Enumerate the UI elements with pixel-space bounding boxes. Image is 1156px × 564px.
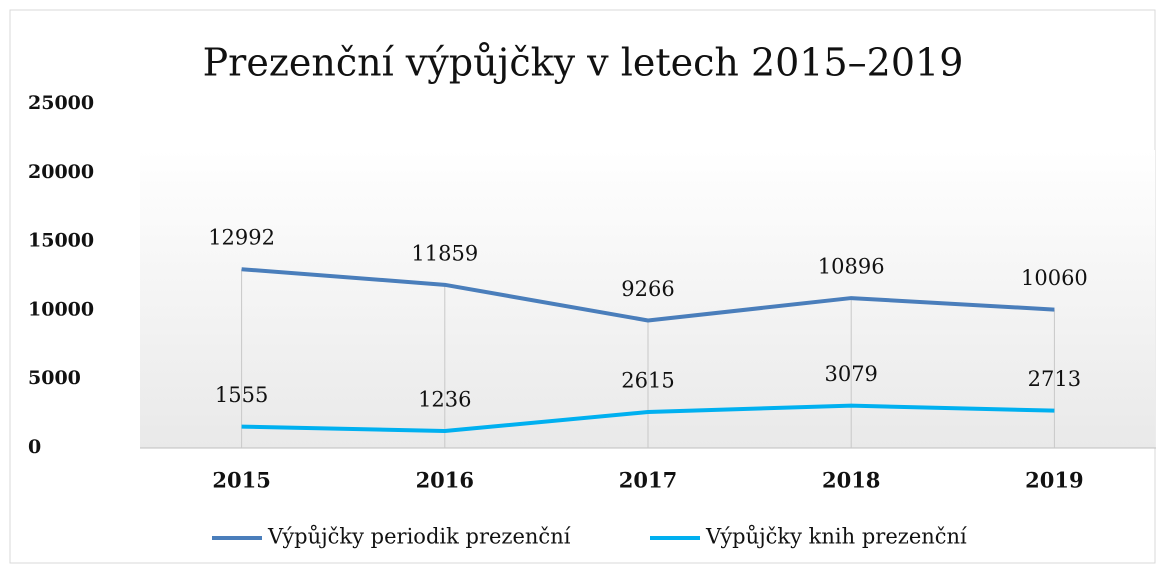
y-tick-label: 20000 [28,161,94,183]
y-tick-label: 25000 [28,92,94,114]
x-tick-label: 2017 [619,468,677,493]
y-tick-label: 0 [28,436,41,458]
data-label: 3079 [824,362,877,386]
y-tick-label: 15000 [28,230,94,252]
data-label: 9266 [621,277,674,301]
data-label: 12992 [208,226,275,250]
data-label: 1555 [215,383,268,407]
x-tick-label: 2015 [212,468,270,493]
y-tick-label: 10000 [28,298,94,320]
y-tick-label: 5000 [28,367,81,389]
x-tick-label: 2016 [416,468,474,493]
series-line [241,403,1055,433]
data-label: 2615 [621,369,674,393]
legend-label: Výpůjčky periodik prezenční [267,525,571,549]
data-label: 11859 [411,241,478,265]
x-tick-label: 2018 [822,468,880,493]
x-tick-label: 2019 [1025,468,1083,493]
chart-title: Prezenční výpůjčky v letech 2015–2019 [203,41,964,85]
data-label: 10896 [818,255,885,279]
series-line [241,267,1055,323]
data-label: 2713 [1028,367,1081,391]
legend-label: Výpůjčky knih prezenční [705,525,967,549]
data-label: 1236 [418,387,471,411]
data-label: 10060 [1021,266,1088,290]
